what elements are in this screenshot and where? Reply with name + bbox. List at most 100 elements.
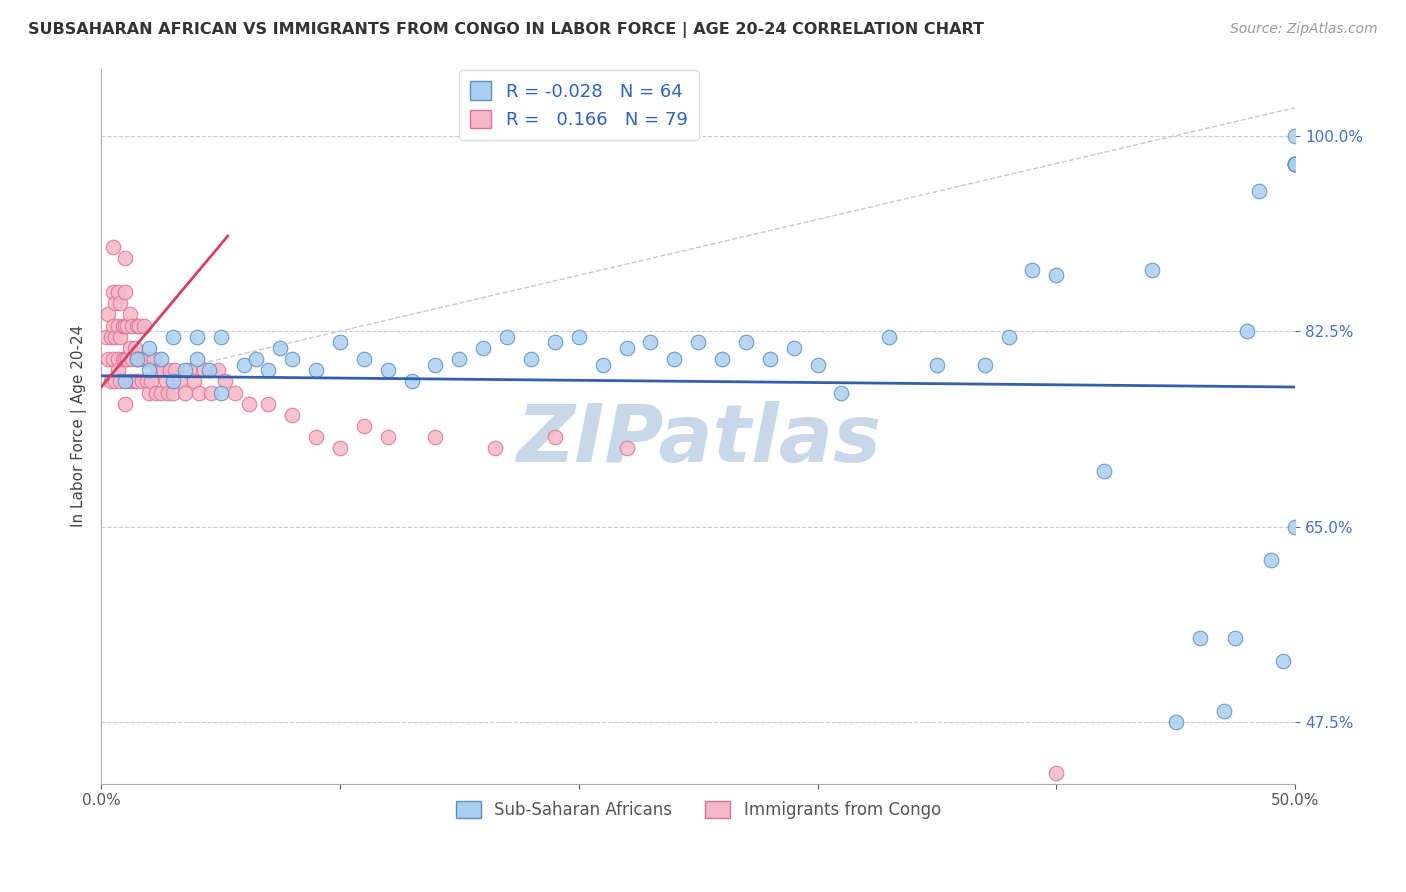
Point bbox=[1225, 632, 1247, 646]
Point bbox=[568, 329, 591, 343]
Point bbox=[114, 252, 136, 266]
Point bbox=[830, 385, 852, 400]
Point bbox=[173, 385, 195, 400]
Point bbox=[118, 341, 141, 355]
Point bbox=[107, 318, 129, 333]
Point bbox=[107, 363, 129, 377]
Point bbox=[186, 352, 208, 367]
Point bbox=[117, 318, 139, 333]
Point bbox=[107, 285, 129, 299]
Point bbox=[193, 363, 215, 377]
Point bbox=[156, 385, 179, 400]
Point bbox=[104, 375, 127, 389]
Point bbox=[257, 363, 280, 377]
Point bbox=[188, 385, 211, 400]
Point bbox=[117, 352, 139, 367]
Point bbox=[496, 329, 519, 343]
Point bbox=[973, 358, 995, 372]
Text: Source: ZipAtlas.com: Source: ZipAtlas.com bbox=[1230, 22, 1378, 37]
Point bbox=[377, 430, 399, 444]
Point bbox=[1284, 156, 1306, 170]
Point bbox=[173, 363, 195, 377]
Point bbox=[329, 442, 352, 456]
Point bbox=[233, 358, 256, 372]
Point bbox=[353, 419, 375, 434]
Point bbox=[135, 375, 157, 389]
Legend: Sub-Saharan Africans, Immigrants from Congo: Sub-Saharan Africans, Immigrants from Co… bbox=[449, 794, 948, 825]
Point bbox=[104, 329, 127, 343]
Point bbox=[132, 352, 155, 367]
Point bbox=[1045, 765, 1067, 780]
Point bbox=[472, 341, 495, 355]
Point bbox=[125, 318, 148, 333]
Point bbox=[165, 363, 187, 377]
Point bbox=[759, 352, 782, 367]
Point bbox=[197, 363, 219, 377]
Point bbox=[142, 352, 165, 367]
Point bbox=[162, 329, 184, 343]
Point bbox=[592, 358, 614, 372]
Point bbox=[111, 318, 134, 333]
Point bbox=[159, 363, 181, 377]
Point bbox=[148, 363, 170, 377]
Point bbox=[1092, 464, 1115, 478]
Point bbox=[97, 307, 120, 321]
Point bbox=[520, 352, 543, 367]
Y-axis label: In Labor Force | Age 20-24: In Labor Force | Age 20-24 bbox=[72, 325, 87, 527]
Point bbox=[138, 341, 160, 355]
Point bbox=[138, 363, 160, 377]
Point bbox=[688, 335, 710, 350]
Point bbox=[101, 318, 124, 333]
Point bbox=[1249, 185, 1271, 199]
Point bbox=[124, 341, 146, 355]
Point bbox=[169, 375, 191, 389]
Point bbox=[128, 318, 150, 333]
Point bbox=[1021, 262, 1043, 277]
Point bbox=[1236, 324, 1258, 338]
Point bbox=[97, 352, 120, 367]
Point bbox=[1284, 156, 1306, 170]
Point bbox=[114, 285, 136, 299]
Point bbox=[1284, 156, 1306, 170]
Point bbox=[616, 442, 638, 456]
Point bbox=[1284, 156, 1306, 170]
Point bbox=[257, 397, 280, 411]
Point bbox=[484, 442, 506, 456]
Point bbox=[110, 375, 132, 389]
Point bbox=[425, 358, 447, 372]
Point bbox=[1140, 262, 1163, 277]
Point bbox=[1284, 156, 1306, 170]
Point bbox=[138, 352, 160, 367]
Text: ZIPatlas: ZIPatlas bbox=[516, 401, 880, 479]
Point bbox=[1284, 519, 1306, 533]
Point bbox=[269, 341, 291, 355]
Point bbox=[114, 375, 136, 389]
Point bbox=[877, 329, 900, 343]
Point bbox=[132, 318, 155, 333]
Point bbox=[111, 352, 134, 367]
Point bbox=[107, 352, 129, 367]
Point bbox=[162, 375, 184, 389]
Point bbox=[997, 329, 1019, 343]
Point bbox=[544, 335, 567, 350]
Point bbox=[207, 363, 229, 377]
Point bbox=[329, 335, 352, 350]
Point bbox=[209, 385, 232, 400]
Point bbox=[238, 397, 260, 411]
Point bbox=[377, 363, 399, 377]
Point bbox=[125, 352, 148, 367]
Point bbox=[281, 352, 304, 367]
Point bbox=[245, 352, 267, 367]
Point bbox=[149, 352, 172, 367]
Point bbox=[94, 329, 117, 343]
Point bbox=[353, 352, 375, 367]
Point bbox=[616, 341, 638, 355]
Point bbox=[118, 307, 141, 321]
Point bbox=[782, 341, 804, 355]
Point bbox=[152, 363, 174, 377]
Point bbox=[138, 385, 160, 400]
Point bbox=[1045, 268, 1067, 283]
Point bbox=[711, 352, 734, 367]
Point bbox=[100, 329, 122, 343]
Point bbox=[101, 352, 124, 367]
